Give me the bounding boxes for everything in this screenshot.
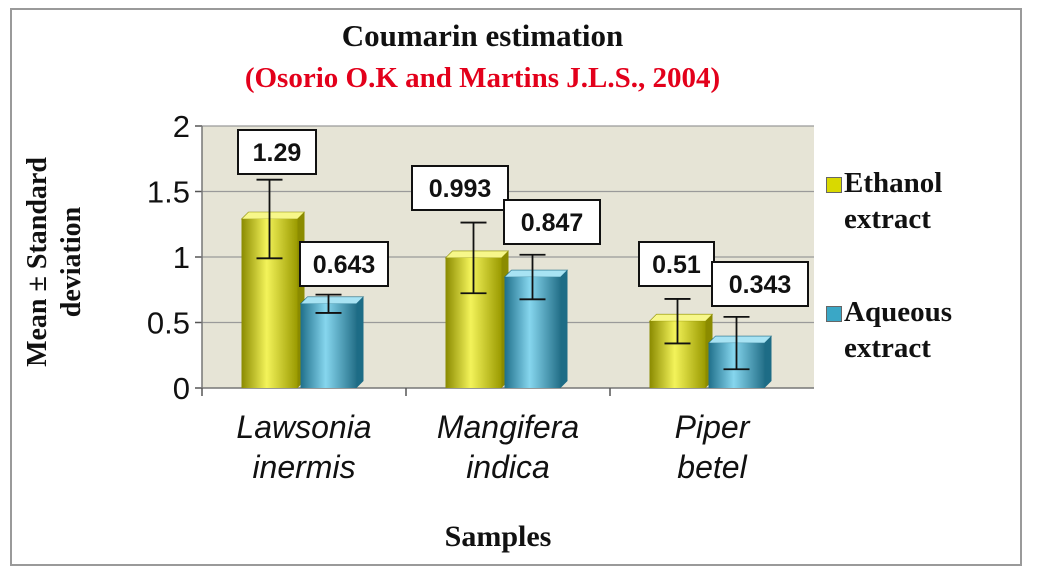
x-tick-label: Piper betel: [675, 409, 751, 485]
bar-top: [240, 211, 306, 220]
legend-label-ethanol: Ethanol extract: [844, 167, 943, 235]
data-label: 0.993: [429, 175, 492, 203]
bar-side: [356, 296, 364, 388]
legend-swatch-ethanol: [826, 177, 842, 194]
bar-side: [764, 336, 772, 388]
x-tick-label: Mangifera indica: [437, 409, 579, 485]
bar-top: [299, 296, 365, 305]
data-label: 1.29: [253, 139, 302, 167]
data-label: 0.343: [729, 271, 792, 299]
legend-item-aqueous: Aqueous extract: [826, 294, 1004, 366]
data-label: 0.51: [652, 251, 701, 279]
chart-title: Coumarin estimation: [341, 18, 624, 53]
y-tick-label: 0.5: [147, 306, 190, 341]
data-label-box: [503, 199, 601, 245]
x-axis-label: Samples: [444, 520, 552, 553]
bar-top: [444, 250, 510, 259]
y-tick-label: 2: [173, 109, 190, 144]
data-label: 0.643: [313, 251, 376, 279]
data-label-box: [411, 165, 509, 211]
bar-top: [648, 313, 714, 322]
data-label-box: [711, 261, 809, 307]
bar-side: [560, 270, 568, 388]
data-label-box: [638, 241, 715, 287]
data-label-box: [237, 129, 317, 175]
chart-subtitle: (Osorio O.K and Martins J.L.S., 2004): [244, 62, 721, 94]
bar-top: [707, 335, 773, 344]
legend-swatch-aqueous: [826, 306, 842, 323]
legend-label-aqueous: Aqueous extract: [844, 296, 952, 364]
data-label-box: [299, 241, 389, 287]
legend-item-ethanol: Ethanol extract: [826, 165, 1004, 237]
y-tick-label: 0: [173, 371, 190, 406]
y-axis-label: Mean ± Standard deviation: [22, 157, 87, 367]
bar-aqueous: [300, 303, 357, 388]
x-tick-label: Lawsonia inermis: [236, 409, 371, 485]
data-label: 0.847: [521, 209, 584, 237]
bar-top: [503, 269, 569, 278]
y-tick-label: 1: [173, 240, 190, 275]
y-tick-label: 1.5: [147, 175, 190, 210]
